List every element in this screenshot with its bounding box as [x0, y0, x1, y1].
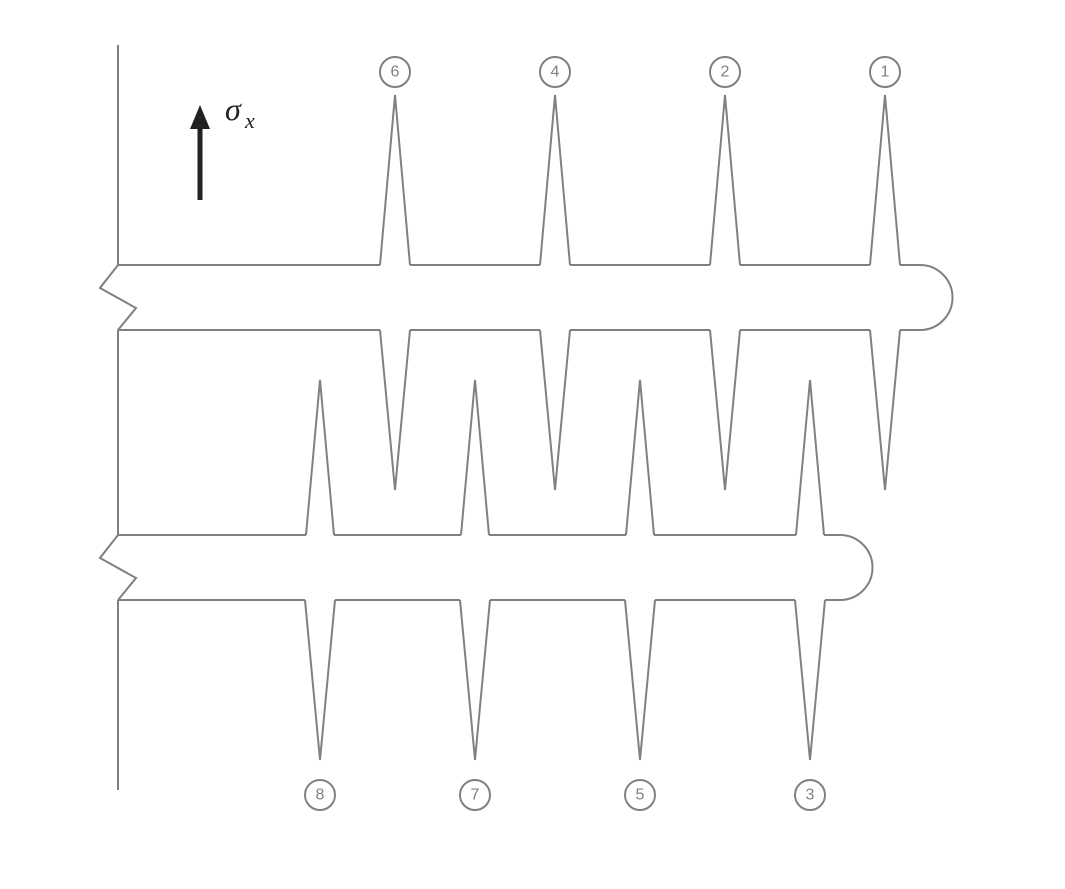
stress-spike-bottom-0 — [305, 600, 335, 760]
stress-spike-bottom-2 — [625, 600, 655, 760]
stress-spike-mid-down-2 — [710, 330, 740, 490]
sigma-subscript: x — [244, 108, 255, 133]
spike-label-top-number-2: 2 — [721, 64, 730, 81]
spike-label-bottom-number-5: 5 — [636, 787, 645, 804]
spike-label-bottom-number-8: 8 — [316, 787, 325, 804]
spike-label-bottom-number-7: 7 — [471, 787, 480, 804]
crack-upper-break-mark — [100, 265, 136, 330]
stress-spike-top-2 — [710, 95, 740, 265]
stress-spike-bottom-1 — [460, 600, 490, 760]
stress-spike-mid-down-3 — [870, 330, 900, 490]
crack-lower-outline — [118, 535, 873, 600]
stress-spike-top-0 — [380, 95, 410, 265]
stress-spike-mid-up-0 — [306, 380, 334, 535]
stress-spike-mid-down-1 — [540, 330, 570, 490]
spike-label-top-number-1: 1 — [881, 64, 890, 81]
stress-spike-mid-up-3 — [796, 380, 824, 535]
spike-label-top-number-6: 6 — [391, 64, 400, 81]
crack-lower-break-mark — [100, 535, 136, 600]
spike-label-top-number-4: 4 — [551, 64, 560, 81]
stress-spike-mid-down-0 — [380, 330, 410, 490]
stress-spike-bottom-3 — [795, 600, 825, 760]
stress-spike-mid-up-2 — [626, 380, 654, 535]
sigma-arrow-head — [190, 105, 210, 129]
stress-spike-top-3 — [870, 95, 900, 265]
stress-spike-mid-up-1 — [461, 380, 489, 535]
stress-spike-top-1 — [540, 95, 570, 265]
spike-label-bottom-number-3: 3 — [806, 787, 815, 804]
diagram-canvas: σx 6 4 2 1 8 7 5 3 — [0, 0, 1065, 889]
sigma-label: σ — [225, 91, 242, 127]
crack-upper-outline — [118, 265, 953, 330]
